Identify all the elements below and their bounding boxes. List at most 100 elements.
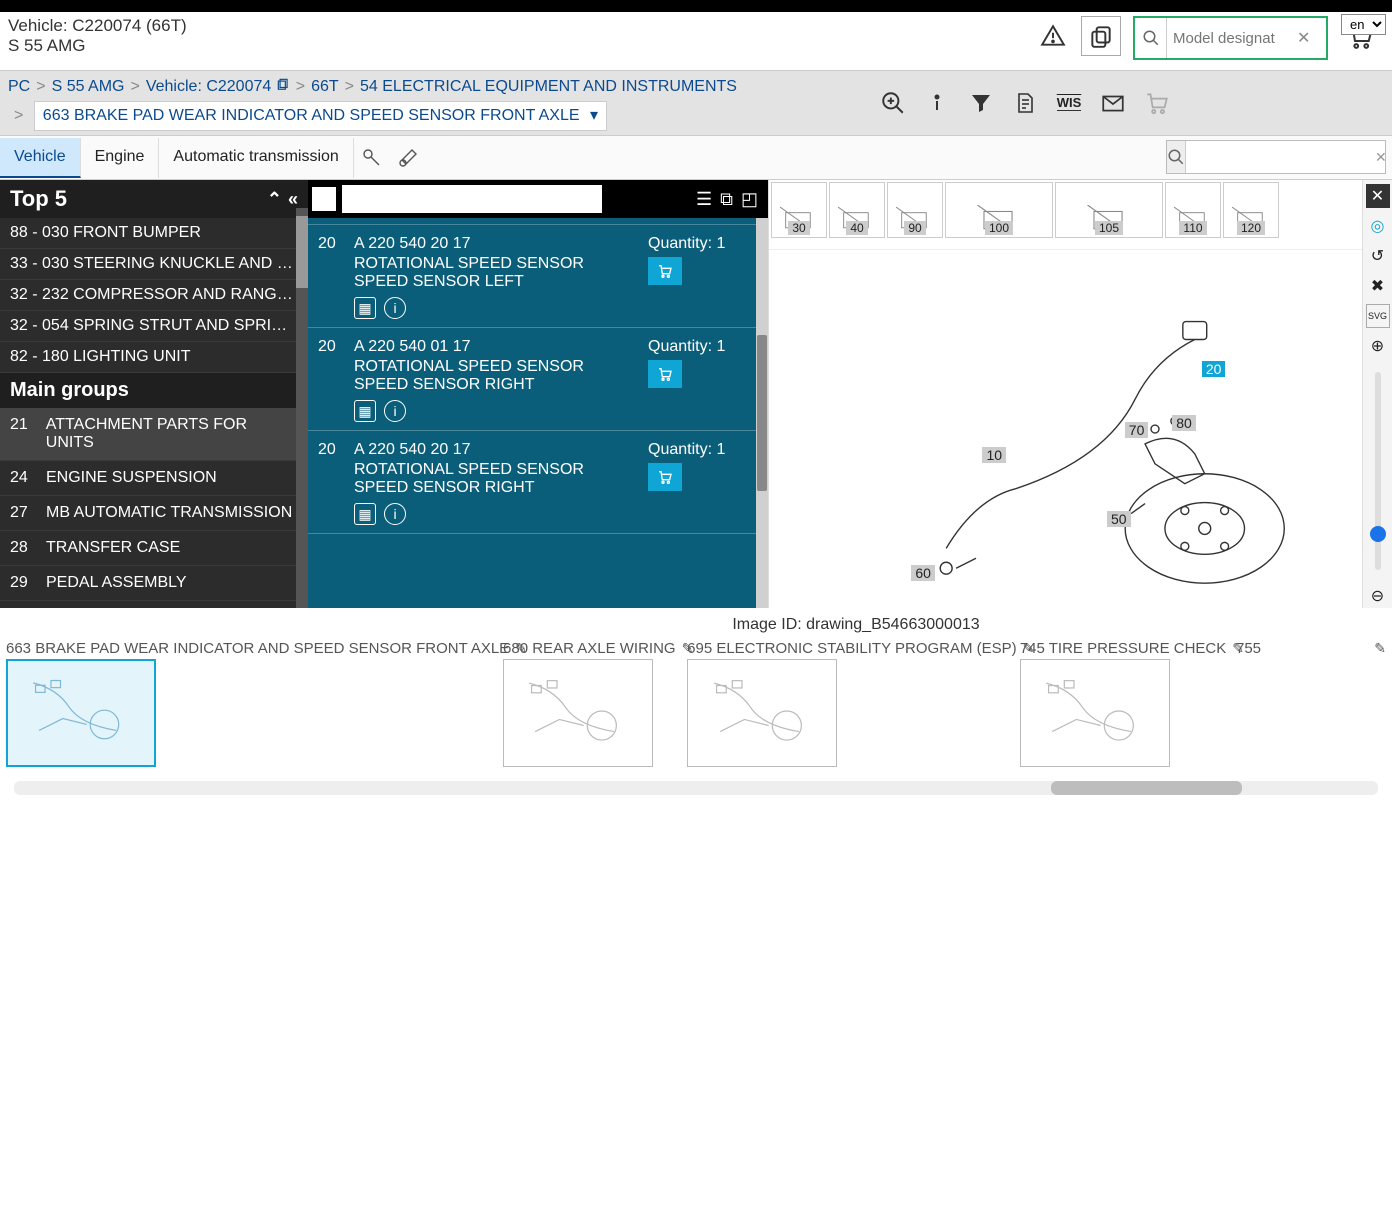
vehicle-line1: Vehicle: C220074 (66T)	[8, 16, 187, 36]
part-row[interactable]: 20A 220 540 20 17ROTATIONAL SPEED SENSOR…	[308, 431, 768, 534]
parts-scrollbar[interactable]	[756, 218, 768, 608]
search-icon[interactable]	[1135, 18, 1167, 58]
diagram-callout[interactable]: 50	[1107, 511, 1131, 527]
diagram-callout[interactable]: 60	[911, 565, 935, 581]
filter-icon[interactable]	[966, 88, 996, 118]
drawing-tab-title[interactable]: 695 ELECTRONIC STABILITY PROGRAM (ESP)✎	[687, 638, 1016, 659]
sidebar-top5-header[interactable]: Top 5 ⌃«	[0, 180, 308, 218]
zoom-in-icon[interactable]: ⊕	[1366, 334, 1390, 358]
parts-filter-input[interactable]	[342, 185, 602, 213]
group-code: 28	[10, 539, 46, 557]
chevron-up-icon[interactable]: ⌃	[267, 189, 282, 210]
svg-icon[interactable]: SVG	[1366, 304, 1390, 328]
diagram-callout[interactable]: 10	[982, 447, 1006, 463]
language-select[interactable]: en	[1341, 14, 1386, 35]
grid-icon[interactable]: ▦	[354, 297, 376, 319]
breadcrumb-link[interactable]: S 55 AMG	[52, 78, 125, 95]
drawing-thumbnail[interactable]	[6, 659, 156, 767]
bolt-nut-icon[interactable]	[390, 146, 426, 170]
group-label: TRANSFER CASE	[46, 539, 180, 557]
sidebar-top-item[interactable]: 88 - 030 FRONT BUMPER	[0, 218, 308, 249]
diagram-callout[interactable]: 20	[1202, 361, 1226, 377]
info-icon[interactable]: i	[384, 503, 406, 525]
diagram-callout[interactable]: 80	[1172, 415, 1196, 431]
clear-search-icon[interactable]: ✕	[1297, 28, 1317, 48]
crosshair-off-icon[interactable]: ✖	[1366, 274, 1390, 298]
diagram-thumb[interactable]: 90	[887, 182, 943, 238]
wis-icon[interactable]: WIS	[1054, 88, 1084, 118]
zoom-in-icon[interactable]	[878, 88, 908, 118]
sidebar-group-item[interactable]: 24ENGINE SUSPENSION	[0, 461, 308, 496]
diagram-thumb[interactable]: 105	[1055, 182, 1163, 238]
mail-icon[interactable]	[1098, 88, 1128, 118]
copy-icon[interactable]	[1081, 16, 1121, 56]
add-to-cart-button[interactable]	[648, 257, 682, 285]
sidebar-top-item[interactable]: 32 - 054 SPRING STRUT AND SPRING ...	[0, 311, 308, 342]
breadcrumb-link[interactable]: PC	[8, 78, 30, 95]
history-icon[interactable]: ↺	[1366, 244, 1390, 268]
grid-icon[interactable]: ▦	[354, 400, 376, 422]
select-all-checkbox[interactable]	[312, 187, 336, 211]
sidebar-scrollbar[interactable]	[296, 208, 308, 608]
zoom-slider[interactable]	[1375, 372, 1381, 570]
drawing-tab-title[interactable]: 680 REAR AXLE WIRING✎	[503, 638, 683, 659]
diagram-thumb[interactable]: 100	[945, 182, 1053, 238]
sidebar-top-item[interactable]: 32 - 232 COMPRESSOR AND RANGE ...	[0, 280, 308, 311]
close-x-icon[interactable]: ✕	[1366, 184, 1390, 208]
breadcrumb-link[interactable]: Vehicle: C220074	[146, 78, 271, 95]
model-search-input[interactable]	[1167, 18, 1297, 58]
vehicle-line2: S 55 AMG	[8, 36, 187, 56]
diagram-thumb[interactable]: 30	[771, 182, 827, 238]
info-icon[interactable]: i	[384, 297, 406, 319]
chevron-left-double-icon[interactable]: «	[288, 189, 298, 210]
sidebar-group-item[interactable]: 27MB AUTOMATIC TRANSMISSION	[0, 496, 308, 531]
horizontal-scrollbar[interactable]	[14, 781, 1378, 795]
diagram-thumb[interactable]: 40	[829, 182, 885, 238]
drawing-tab-title[interactable]: 755✎	[1236, 638, 1386, 659]
target-icon[interactable]: ◎	[1366, 214, 1390, 238]
breadcrumb-link[interactable]: 66T	[311, 78, 339, 95]
add-to-cart-button[interactable]	[648, 463, 682, 491]
sidebar-top-item[interactable]: 82 - 180 LIGHTING UNIT	[0, 342, 308, 373]
popout-icon[interactable]: ◰	[741, 189, 758, 210]
document-icon[interactable]	[1010, 88, 1040, 118]
diagram-thumb[interactable]: 110	[1165, 182, 1221, 238]
tab-vehicle[interactable]: Vehicle	[0, 138, 81, 178]
part-desc-line: SPEED SENSOR RIGHT	[354, 376, 638, 394]
sidebar-group-item[interactable]: 29PEDAL ASSEMBLY	[0, 566, 308, 601]
drawing-tab-title[interactable]: 745 TIRE PRESSURE CHECK✎	[1020, 638, 1232, 659]
part-row[interactable]: 20A 220 540 20 17ROTATIONAL SPEED SENSOR…	[308, 225, 768, 328]
sidebar-group-item[interactable]: 28TRANSFER CASE	[0, 531, 308, 566]
drawing-tab-title[interactable]: 663 BRAKE PAD WEAR INDICATOR AND SPEED S…	[6, 638, 499, 659]
breadcrumb-dropdown[interactable]: 663 BRAKE PAD WEAR INDICATOR AND SPEED S…	[34, 101, 607, 131]
parts-search-input[interactable]	[1186, 141, 1375, 173]
tab-engine[interactable]: Engine	[81, 138, 160, 178]
diagram-callout[interactable]: 70	[1125, 422, 1149, 438]
diagram-canvas[interactable]: 10 20 50 60 70 80	[769, 250, 1362, 608]
search-icon[interactable]	[1167, 141, 1186, 173]
info-icon[interactable]	[922, 88, 952, 118]
part-number: A 220 540 01 17	[354, 338, 638, 356]
sidebar-group-item[interactable]: 21ATTACHMENT PARTS FOR UNITS	[0, 408, 308, 461]
zoom-slider-knob[interactable]	[1370, 526, 1386, 542]
warning-triangle-icon[interactable]	[1033, 16, 1073, 56]
diagram-thumb[interactable]: 120	[1223, 182, 1279, 238]
cart-outline-icon[interactable]	[1142, 88, 1172, 118]
edit-icon[interactable]: ✎	[1374, 640, 1386, 657]
part-row[interactable]: 20A 220 540 01 17ROTATIONAL SPEED SENSOR…	[308, 328, 768, 431]
zoom-out-icon[interactable]: ⊖	[1366, 584, 1390, 608]
drawing-thumbnail[interactable]	[1020, 659, 1170, 767]
sidebar-top-item[interactable]: 33 - 030 STEERING KNUCKLE AND CO...	[0, 249, 308, 280]
grid-icon[interactable]: ▦	[354, 503, 376, 525]
copy-icon[interactable]	[271, 78, 289, 95]
clear-icon[interactable]: ✕	[1375, 149, 1387, 166]
list-view-icon[interactable]: ☰	[696, 189, 712, 210]
info-icon[interactable]: i	[384, 400, 406, 422]
breadcrumb-link[interactable]: 54 ELECTRICAL EQUIPMENT AND INSTRUMENTS	[360, 78, 737, 95]
add-to-cart-button[interactable]	[648, 360, 682, 388]
external-link-icon[interactable]: ⧉	[720, 189, 733, 210]
drawing-thumbnail[interactable]	[687, 659, 837, 767]
gear-wrench-icon[interactable]	[354, 146, 390, 170]
drawing-thumbnail[interactable]	[503, 659, 653, 767]
tab-automatic-transmission[interactable]: Automatic transmission	[159, 138, 353, 178]
